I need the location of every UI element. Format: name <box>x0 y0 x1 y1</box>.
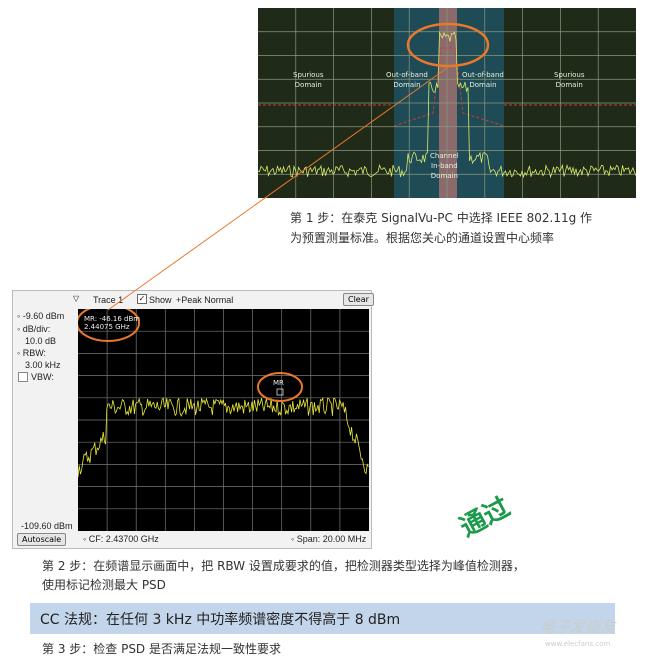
pass-stamp: 通过 <box>455 492 516 544</box>
show-checkbox[interactable]: ✓ <box>137 294 147 304</box>
step1-caption: 第 1 步：在泰克 SignalVu-PC 中选择 IEEE 802.11g 作… <box>290 208 592 248</box>
highlight-circle <box>406 22 490 68</box>
label-channel: Channel In-band Domain <box>430 152 459 180</box>
bottom-level[interactable]: -109.60 dBm <box>21 521 73 531</box>
marker-readout: MR: -46.16 dBm 2.44075 GHz <box>84 315 140 331</box>
ref-level[interactable]: ◦ -9.60 dBm <box>17 311 65 321</box>
cf-value: CF: 2.43700 GHz <box>88 534 159 544</box>
detector-select[interactable]: +Peak Normal <box>176 295 234 305</box>
show-label: Show <box>149 295 172 305</box>
span[interactable]: ◦ Span: 20.00 MHz <box>291 534 367 544</box>
marker-power: MR: -46.16 dBm <box>84 315 141 323</box>
regulation-banner: CC 法规：在任何 3 kHz 中功率频谱密度不得高于 8 dBm <box>30 603 615 634</box>
autoscale-button[interactable]: Autoscale <box>17 533 67 546</box>
marker-box[interactable] <box>276 388 284 396</box>
rbw-value[interactable]: 3.00 kHz <box>25 360 61 370</box>
trace-selector[interactable]: Trace 1 <box>93 295 124 305</box>
db-div-text: dB/div: <box>22 324 51 334</box>
spectrum-plot[interactable]: MR: -46.16 dBm 2.44075 GHz MR <box>76 304 369 531</box>
ref-level-value: -9.60 dBm <box>22 311 65 321</box>
center-frequency[interactable]: ◦ CF: 2.43700 GHz <box>83 534 159 544</box>
label-oob-right: Out-of-band Domain <box>462 71 504 89</box>
caption-line: 使用标记检测最大 PSD <box>42 578 166 592</box>
span-value: Span: 20.00 MHz <box>296 534 367 544</box>
watermark-logo: 电子发烧友 <box>540 618 616 636</box>
trace-dropdown-icon[interactable]: ▽ <box>73 294 80 303</box>
spectrum-analyzer-window: ▽ Trace 1 ✓ Show +Peak Normal Clear ◦ -9… <box>12 290 374 549</box>
label-oob-left: Out-of-band Domain <box>386 71 428 89</box>
clear-button[interactable]: Clear <box>343 293 374 306</box>
step3-caption: 第 3 步：检查 PSD 是否满足法规一致性要求 <box>42 642 281 656</box>
vbw-label: VBW: <box>31 372 54 382</box>
caption-line: 第 2 步：在频谱显示画面中，把 RBW 设置成要求的值，把检测器类型选择为峰值… <box>42 559 525 573</box>
vbw-checkbox[interactable] <box>18 372 28 382</box>
regulation-text: CC 法规：在任何 3 kHz 中功率频谱密度不得高于 8 dBm <box>40 612 401 628</box>
emission-mask-figure: Spurious Domain Out-of-band Domain Out-o… <box>257 8 637 198</box>
caption-line: 第 1 步：在泰克 SignalVu-PC 中选择 IEEE 802.11g 作 <box>290 211 593 225</box>
rbw-text: RBW: <box>22 348 47 358</box>
step2-caption: 第 2 步：在频谱显示画面中，把 RBW 设置成要求的值，把检测器类型选择为峰值… <box>42 557 525 595</box>
label-spurious-right: Spurious Domain <box>554 71 585 89</box>
marker-frequency: 2.44075 GHz <box>84 323 130 331</box>
marker-highlight-circle <box>257 372 303 402</box>
spectrum-trace <box>77 396 369 478</box>
watermark-url: www.elecfans.com <box>545 640 611 648</box>
marker-label: MR <box>273 379 284 387</box>
db-div-value[interactable]: 10.0 dB <box>25 336 57 346</box>
label-spurious-left: Spurious Domain <box>293 71 324 89</box>
caption-line: 为预置测量标准。根据您关心的通道设置中心频率 <box>290 231 555 245</box>
rbw-label: ◦ RBW: <box>17 348 47 358</box>
db-div-label: ◦ dB/div: <box>17 324 51 334</box>
